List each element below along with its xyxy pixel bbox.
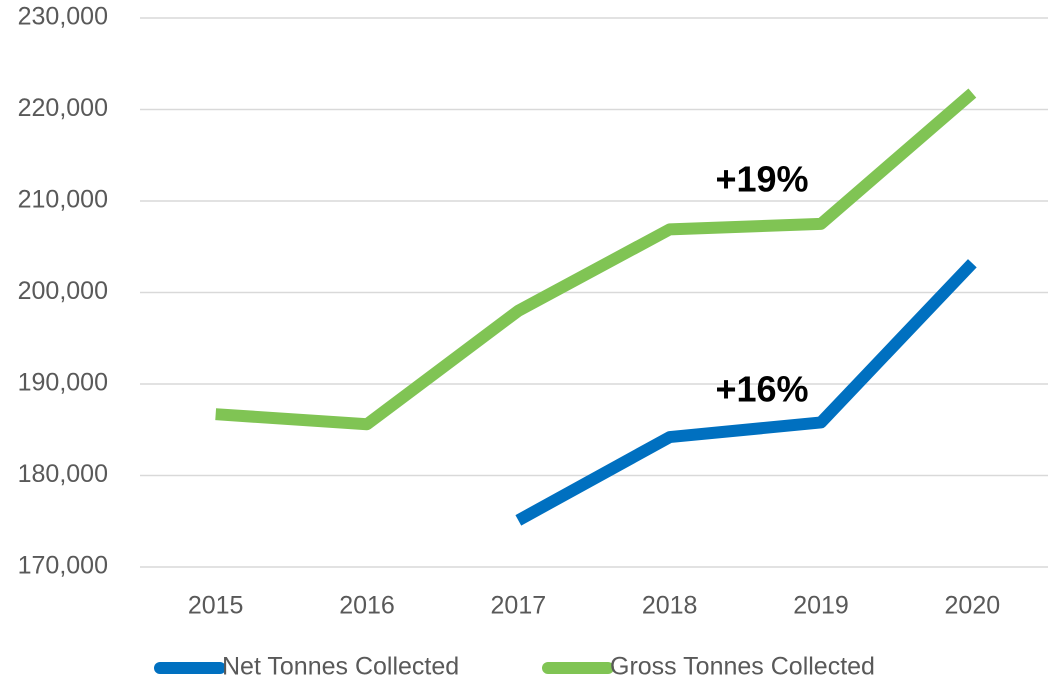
y-tick-label: 210,000 <box>18 186 108 214</box>
x-tick-label: 2017 <box>491 592 547 620</box>
legend-label: Gross Tonnes Collected <box>610 653 875 681</box>
x-tick-label: 2018 <box>642 592 698 620</box>
y-tick-label: 200,000 <box>18 277 108 305</box>
series-line <box>215 88 977 431</box>
series-line <box>515 259 977 526</box>
y-tick-label: 220,000 <box>18 94 108 122</box>
y-tick-label: 170,000 <box>18 552 108 580</box>
annotation: +16% <box>715 369 808 410</box>
x-tick-label: 2020 <box>945 592 1001 620</box>
x-tick-label: 2015 <box>188 592 244 620</box>
x-tick-label: 2019 <box>793 592 849 620</box>
y-tick-label: 190,000 <box>18 369 108 397</box>
annotation: +19% <box>715 159 808 200</box>
x-tick-label: 2016 <box>339 592 395 620</box>
legend-label: Net Tonnes Collected <box>222 653 459 681</box>
y-tick-label: 230,000 <box>18 3 108 31</box>
y-tick-label: 180,000 <box>18 460 108 488</box>
